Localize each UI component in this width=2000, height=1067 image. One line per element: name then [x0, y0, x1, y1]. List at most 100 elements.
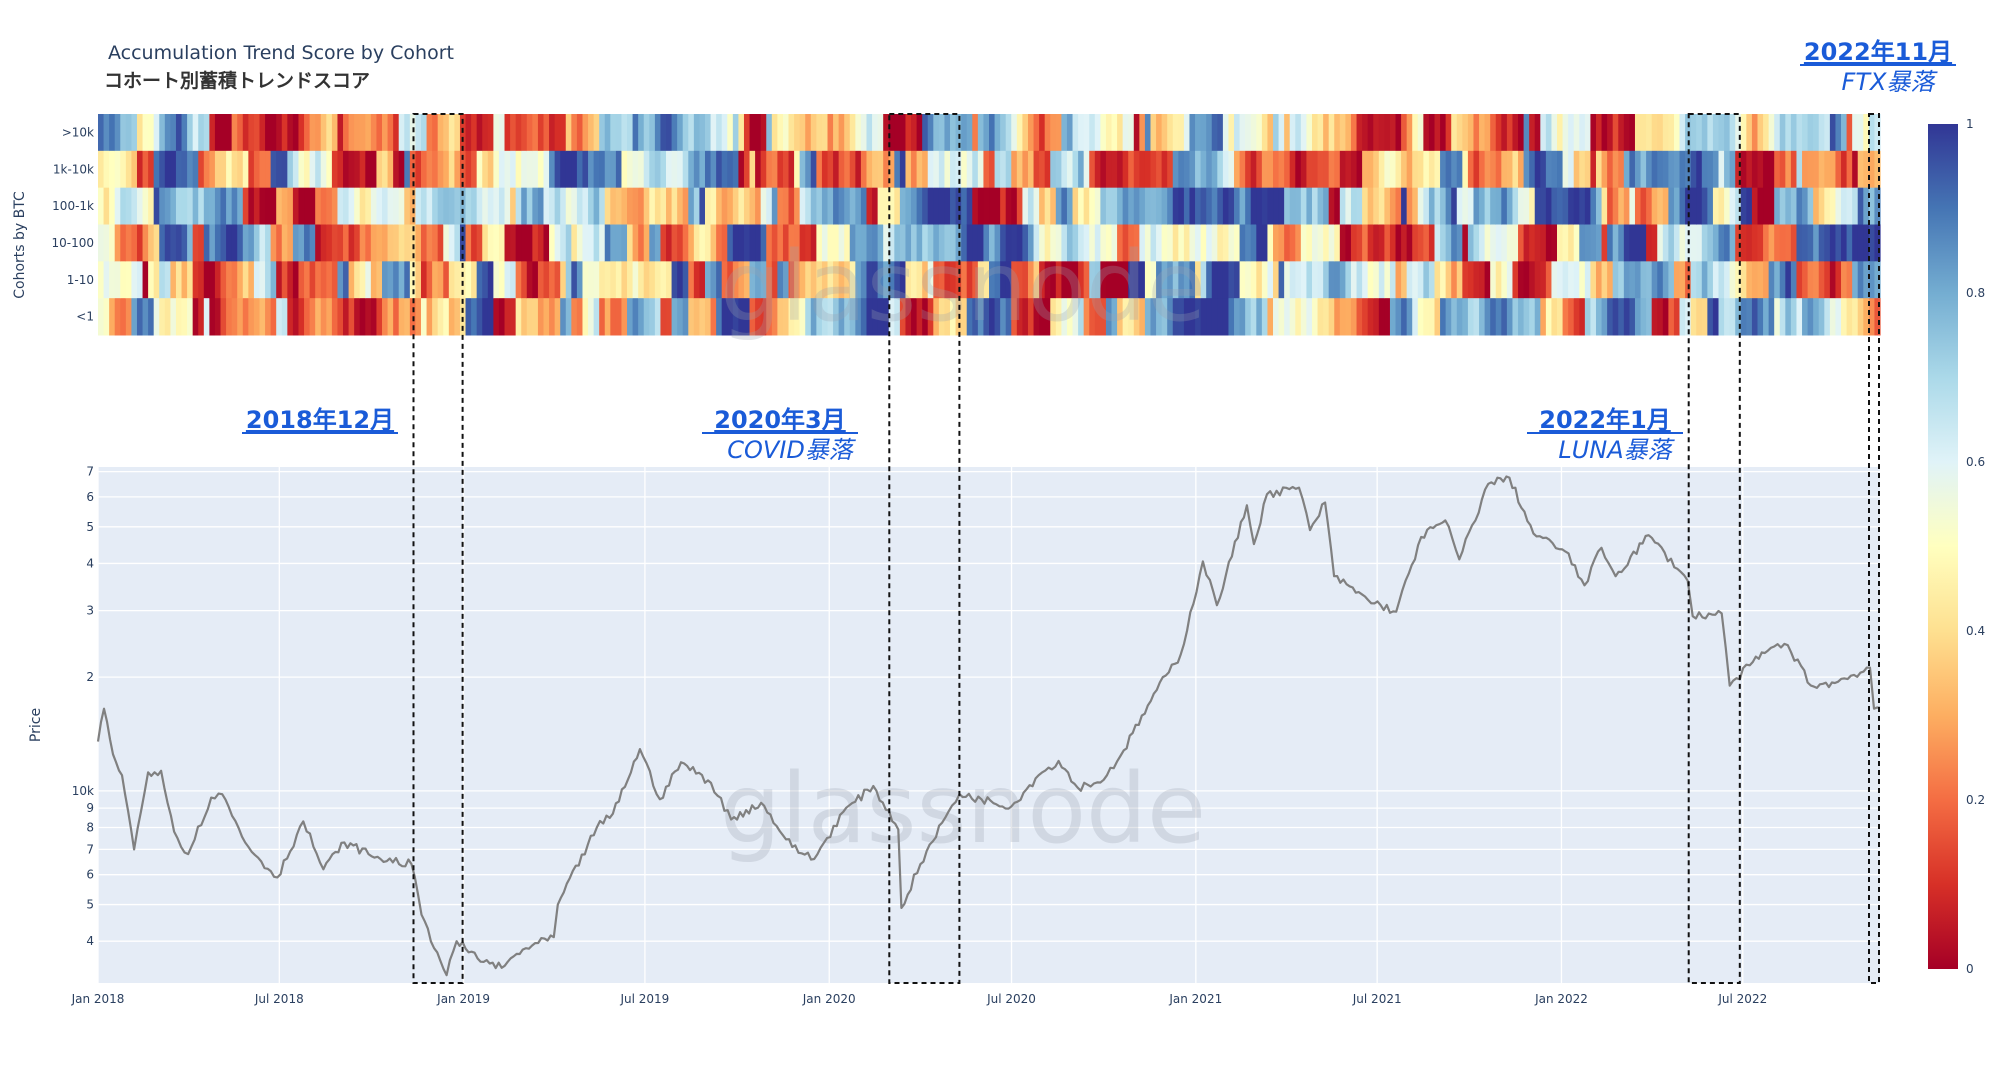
- heatmap-cell: [1557, 187, 1564, 225]
- heatmap-cell: [1729, 114, 1736, 152]
- heatmap-cell: [677, 187, 684, 225]
- heatmap-cell: [209, 261, 216, 299]
- heatmap-cell: [955, 150, 962, 189]
- heatmap-cell: [1757, 187, 1764, 225]
- heatmap-cell: [1245, 261, 1252, 299]
- heatmap-cell: [1362, 150, 1369, 189]
- heatmap-cell: [1612, 261, 1619, 299]
- heatmap-cell: [1339, 187, 1346, 225]
- heatmap-cell: [727, 298, 734, 336]
- event-name-label: FTX暴落: [1842, 68, 1939, 96]
- heatmap-cell: [498, 224, 506, 262]
- heatmap-cell: [905, 114, 912, 152]
- heatmap-cell: [365, 224, 372, 262]
- heatmap-cell: [203, 114, 210, 152]
- heatmap-cell: [120, 298, 127, 336]
- heatmap-cell: [198, 150, 205, 189]
- heatmap-cell: [1234, 261, 1241, 299]
- heatmap-cell: [1289, 261, 1296, 299]
- heatmap-cell: [1456, 114, 1463, 152]
- heatmap-cell: [482, 261, 489, 299]
- heatmap-cell: [961, 298, 968, 336]
- heatmap-cell: [1852, 150, 1859, 189]
- heatmap-cell: [510, 261, 517, 299]
- heatmap-cell: [1122, 114, 1129, 152]
- heatmap-cell: [944, 150, 951, 189]
- heatmap-cell: [482, 224, 489, 262]
- heatmap-cell: [738, 298, 745, 336]
- heatmap-cell: [1506, 187, 1514, 225]
- heatmap-cell: [181, 187, 188, 225]
- heatmap-cell: [387, 150, 394, 189]
- heatmap-cell: [1428, 114, 1436, 152]
- heatmap-cell: [365, 298, 372, 336]
- heatmap-cell: [1016, 298, 1024, 336]
- heatmap-cell: [905, 187, 912, 225]
- heatmap-cell: [1345, 298, 1352, 336]
- heatmap-cell: [1350, 261, 1358, 299]
- price-y-tick-label: 3: [86, 604, 94, 618]
- heatmap-cell: [1211, 150, 1218, 189]
- heatmap-cell: [576, 224, 584, 262]
- heatmap-cell: [537, 114, 545, 152]
- heatmap-cell: [1211, 187, 1218, 225]
- heatmap-cell: [287, 150, 294, 189]
- heatmap-cell: [950, 187, 957, 225]
- heatmap-cell: [1673, 187, 1681, 225]
- heatmap-cell: [1139, 298, 1146, 336]
- heatmap-cell: [721, 150, 728, 189]
- heatmap-cell: [1117, 298, 1124, 336]
- heatmap-cell: [1779, 224, 1786, 262]
- heatmap-cell: [1846, 224, 1853, 262]
- heatmap-cell: [888, 187, 895, 225]
- heatmap-cell: [1479, 298, 1486, 336]
- price-y-tick-label: 2: [86, 670, 94, 684]
- heatmap-cell: [1835, 114, 1842, 152]
- heatmap-cell: [777, 114, 784, 152]
- heatmap-cell: [782, 187, 790, 225]
- heatmap-cell: [1696, 224, 1703, 262]
- heatmap-cell: [1724, 150, 1731, 189]
- heatmap-cell: [1501, 298, 1508, 336]
- heatmap-cell: [1050, 298, 1057, 336]
- heatmap-cell: [1044, 298, 1051, 336]
- heatmap-cell: [1857, 298, 1864, 336]
- heatmap-cell: [437, 150, 444, 189]
- heatmap-cell: [248, 150, 255, 189]
- heatmap-cell: [1595, 114, 1603, 152]
- heatmap-cell: [454, 114, 461, 152]
- heatmap-cell: [164, 261, 171, 299]
- heatmap-cell: [1462, 298, 1469, 336]
- heatmap-cell: [860, 261, 868, 299]
- heatmap-cell: [638, 150, 645, 189]
- heatmap-cell: [888, 261, 895, 299]
- heatmap-cell: [1161, 261, 1168, 299]
- heatmap-cell: [1267, 114, 1274, 152]
- heatmap-cell: [1841, 150, 1848, 189]
- heatmap-cell: [131, 187, 138, 225]
- heatmap-cell: [331, 298, 339, 336]
- heatmap-cell: [1551, 114, 1558, 152]
- heatmap-cell: [1050, 261, 1057, 299]
- heatmap-cell: [142, 187, 149, 225]
- heatmap-cell: [420, 298, 428, 336]
- heatmap-cell: [810, 261, 817, 299]
- heatmap-cell: [1595, 224, 1603, 262]
- heatmap-cell: [1206, 187, 1213, 225]
- heatmap-cell: [526, 298, 533, 336]
- heatmap-cell: [615, 298, 623, 336]
- heatmap-cell: [1501, 224, 1508, 262]
- heatmap-cell: [1133, 114, 1140, 152]
- heatmap-cell: [1512, 224, 1519, 262]
- heatmap-cell: [1857, 261, 1864, 299]
- heatmap-cell: [1518, 114, 1525, 152]
- heatmap-cell: [1267, 298, 1274, 336]
- heatmap-cell: [1785, 298, 1792, 336]
- heatmap-cell: [1406, 150, 1413, 189]
- heatmap-cell: [1701, 224, 1708, 262]
- heatmap-cell: [231, 187, 238, 225]
- heatmap-cell: [838, 298, 845, 336]
- heatmap-cell: [855, 224, 862, 262]
- heatmap-cell: [654, 187, 662, 225]
- heatmap-cell: [593, 298, 600, 336]
